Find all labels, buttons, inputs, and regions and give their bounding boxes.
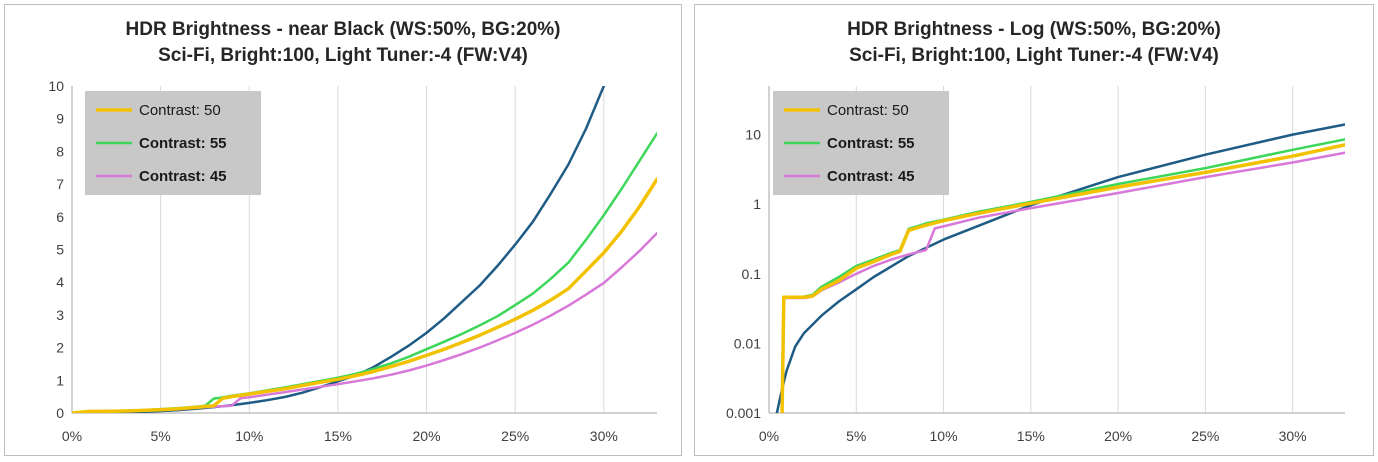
y-tick-label: 3 <box>56 307 64 323</box>
x-tick-label: 25% <box>501 428 529 444</box>
y-tick-label: 4 <box>56 274 64 290</box>
x-tick-label: 15% <box>324 428 352 444</box>
chart-panel-near-black: HDR Brightness - near Black (WS:50%, BG:… <box>4 4 682 456</box>
legend-label: Contrast: 50 <box>139 102 221 119</box>
chart-title: HDR Brightness - near Black (WS:50%, BG:… <box>5 17 681 69</box>
x-tick-label: 5% <box>151 428 171 444</box>
x-tick-label: 20% <box>1104 428 1132 444</box>
y-tick-label: 1 <box>56 372 64 388</box>
chart-title-line2: Sci-Fi, Bright:100, Light Tuner:-4 (FW:V… <box>849 45 1219 66</box>
x-tick-label: 0% <box>62 428 82 444</box>
legend-label: Contrast: 55 <box>139 135 227 152</box>
x-tick-label: 30% <box>590 428 618 444</box>
y-tick-label: 9 <box>56 111 64 127</box>
x-tick-label: 10% <box>235 428 263 444</box>
y-tick-label: 0.001 <box>726 405 761 421</box>
series-line-0 <box>780 143 1345 413</box>
y-tick-label: 5 <box>56 242 64 258</box>
chart-title-line2: Sci-Fi, Bright:100, Light Tuner:-4 (FW:V… <box>158 45 528 66</box>
x-tick-label: 30% <box>1279 428 1307 444</box>
legend-label: Contrast: 50 <box>827 102 909 119</box>
chart-title-line1: HDR Brightness - near Black (WS:50%, BG:… <box>125 19 561 40</box>
y-tick-label: 8 <box>56 143 64 159</box>
x-tick-label: 0% <box>759 428 779 444</box>
x-tick-label: 10% <box>930 428 958 444</box>
x-tick-label: 25% <box>1191 428 1219 444</box>
y-tick-label: 0 <box>56 405 64 421</box>
legend-label: Contrast: 45 <box>139 168 227 185</box>
y-tick-label: 10 <box>48 78 64 94</box>
chart-title-line1: HDR Brightness - Log (WS:50%, BG:20%) <box>847 19 1221 40</box>
y-tick-label: 0.1 <box>742 266 762 282</box>
y-tick-label: 10 <box>745 127 761 143</box>
x-tick-label: 20% <box>413 428 441 444</box>
series-line-3 <box>775 123 1345 413</box>
y-tick-label: 0.01 <box>734 335 761 351</box>
y-tick-label: 2 <box>56 340 64 356</box>
chart-plot-log: 0.001 0.01 0.1 1 10 0% 5% 10% 15% 20% 25% 30% Contra… <box>726 86 1345 444</box>
legend-label: Contrast: 55 <box>827 135 915 152</box>
series-line-0 <box>72 177 657 413</box>
chart-plot-near-black: 0 1 2 3 4 5 6 7 8 9 10 0% 5% 10% 15% 20% 25% 30% Contrast:… <box>48 78 657 444</box>
chart-title: HDR Brightness - Log (WS:50%, BG:20%) Sc… <box>695 17 1373 69</box>
legend-label: Contrast: 45 <box>827 168 915 185</box>
x-tick-label: 15% <box>1017 428 1045 444</box>
y-tick-label: 1 <box>753 196 761 212</box>
chart-panel-log: HDR Brightness - Log (WS:50%, BG:20%) Sc… <box>694 4 1374 456</box>
x-tick-label: 5% <box>846 428 866 444</box>
y-tick-label: 7 <box>56 176 64 192</box>
y-tick-label: 6 <box>56 209 64 225</box>
